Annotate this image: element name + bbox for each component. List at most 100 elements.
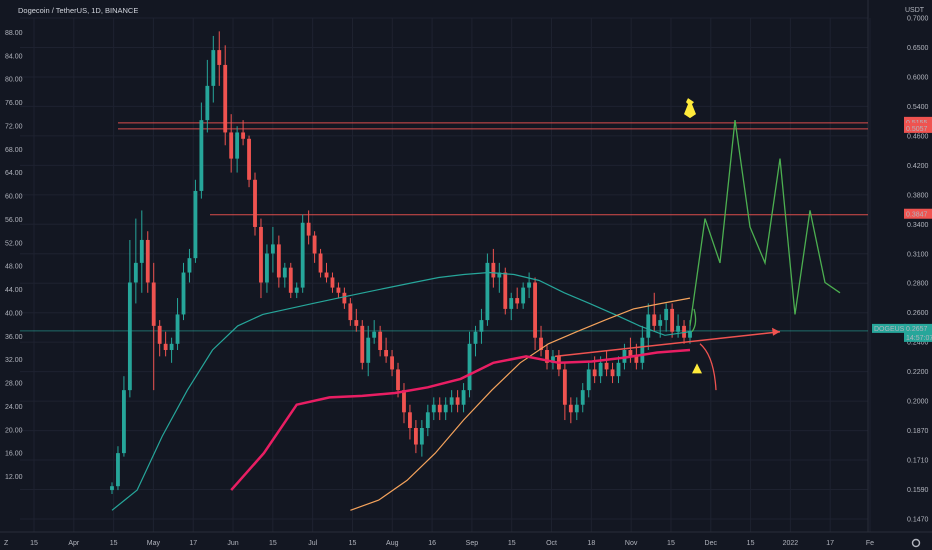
candle-body <box>336 287 341 293</box>
left-axis-tick: 44.00 <box>5 287 23 294</box>
right-axis-tick: 0.2000 <box>907 399 929 406</box>
left-axis-tick: 12.00 <box>5 474 23 481</box>
time-axis-tick: Nov <box>625 540 638 547</box>
candle-body <box>175 314 180 344</box>
candle-body <box>586 369 591 391</box>
candle-body <box>437 404 442 413</box>
last-price-tag[interactable] <box>904 323 932 342</box>
left-price-axis: 88.00 84.00 80.00 76.00 72.00 68.00 64.00 60.00… <box>5 30 23 481</box>
candle-body <box>628 350 633 357</box>
time-axis-tick: 15 <box>747 540 755 547</box>
right-price-axis[interactable]: 0.7000 0.6500 0.6000 0.5400 0.4600 0.4200 0.38… <box>872 16 932 524</box>
candle-body <box>193 190 198 259</box>
right-axis-tick: 0.3400 <box>907 222 929 229</box>
candle-body <box>116 453 120 487</box>
candle-body <box>396 369 400 391</box>
time-axis-tick: Sep <box>466 540 479 547</box>
time-axis-tick: 18 <box>587 540 595 547</box>
candle-body <box>211 50 216 86</box>
candle-body <box>199 120 204 191</box>
time-axis-tick: Aug <box>386 540 399 547</box>
left-axis-tick: 52.00 <box>5 240 23 247</box>
left-axis-tick: 64.00 <box>5 170 23 177</box>
price-level-value: 0.5057 <box>906 126 928 133</box>
settings-icon[interactable] <box>911 538 921 548</box>
price-level-tag[interactable] <box>904 116 932 127</box>
right-axis-tick: 0.6500 <box>907 45 929 52</box>
right-axis-tick: 0.1710 <box>907 458 929 465</box>
candle-body <box>610 369 615 377</box>
time-axis-tick: Fe <box>866 540 874 547</box>
candle-body <box>545 350 549 363</box>
candle-body <box>372 331 377 338</box>
candle-body <box>408 412 412 428</box>
settings-icon-shape <box>911 538 921 548</box>
last-price-symbol: DOGEUSDT <box>874 326 914 333</box>
candle-body <box>223 64 228 133</box>
chart-grid <box>0 0 932 533</box>
right-axis-tick: 0.5400 <box>907 104 929 111</box>
candle-body <box>390 356 394 370</box>
candle-body <box>467 343 472 391</box>
candle-body <box>580 390 585 405</box>
candle-body <box>229 132 234 159</box>
left-axis-tick: 60.00 <box>5 194 23 201</box>
candle-body <box>497 272 502 278</box>
candle-body <box>425 412 430 428</box>
left-axis-tick: 48.00 <box>5 264 23 271</box>
price-level-value: 0.3847 <box>906 212 928 219</box>
candle-body <box>169 343 174 351</box>
trend-arrow-line <box>554 330 781 358</box>
candle-body <box>122 390 126 454</box>
right-axis-tick: 0.4600 <box>907 133 929 140</box>
time-axis-tick: Jun <box>227 540 238 547</box>
left-axis-tick: 88.00 <box>5 30 23 37</box>
time-axis-tick: 16 <box>428 540 436 547</box>
right-axis-tick: 0.7000 <box>907 16 929 23</box>
candle-body <box>342 292 347 304</box>
left-axis-tick: 84.00 <box>5 53 23 60</box>
candle-body <box>592 369 597 377</box>
candle-body <box>181 272 186 315</box>
candle-body <box>163 343 168 351</box>
left-axis-tick: 32.00 <box>5 357 23 364</box>
candle-body <box>479 320 484 332</box>
right-axis-tick: 0.1590 <box>907 487 929 494</box>
zoom-icon[interactable]: Z <box>4 540 9 547</box>
left-axis-tick: 68.00 <box>5 147 23 154</box>
moving-average-pink <box>230 348 691 491</box>
candle-body <box>312 235 317 254</box>
price-projection <box>689 120 841 326</box>
moving-average-teal <box>111 271 691 511</box>
horizontal-levels[interactable] <box>20 122 868 332</box>
candle-body <box>378 331 383 351</box>
candle-body <box>330 277 335 288</box>
left-axis-tick: 28.00 <box>5 381 23 388</box>
candle-body <box>574 404 579 413</box>
price-level-tag[interactable] <box>904 122 932 133</box>
time-axis[interactable]: 15 Apr 15 May 17 Jun 15 Jul 15 Aug 16 Sep 15 Oct 18 Nov… <box>4 540 874 547</box>
up-arrow-icon <box>691 308 697 333</box>
candle-body <box>509 298 514 309</box>
candle-body <box>473 331 478 344</box>
down-arrow-icon <box>699 343 717 391</box>
time-axis-tick: May <box>147 540 161 547</box>
candle-body <box>640 337 645 363</box>
candle-body <box>616 362 621 377</box>
bar-countdown: 14:57:07 <box>906 335 932 342</box>
time-axis-tick: Dec <box>705 540 718 547</box>
candle-body <box>265 253 269 283</box>
last-price-symbol-tag[interactable] <box>872 323 906 333</box>
candle-body <box>241 132 246 139</box>
right-axis-tick: 0.2600 <box>907 310 929 317</box>
candle-body <box>449 397 454 405</box>
candle-body <box>145 239 150 283</box>
candle-body <box>461 390 466 405</box>
candle-body <box>253 179 257 227</box>
candle-body <box>598 362 603 377</box>
candle-body <box>503 272 508 309</box>
price-level-tag[interactable] <box>904 208 932 219</box>
candle-body <box>300 222 305 288</box>
arrow-head-icon <box>772 327 780 336</box>
